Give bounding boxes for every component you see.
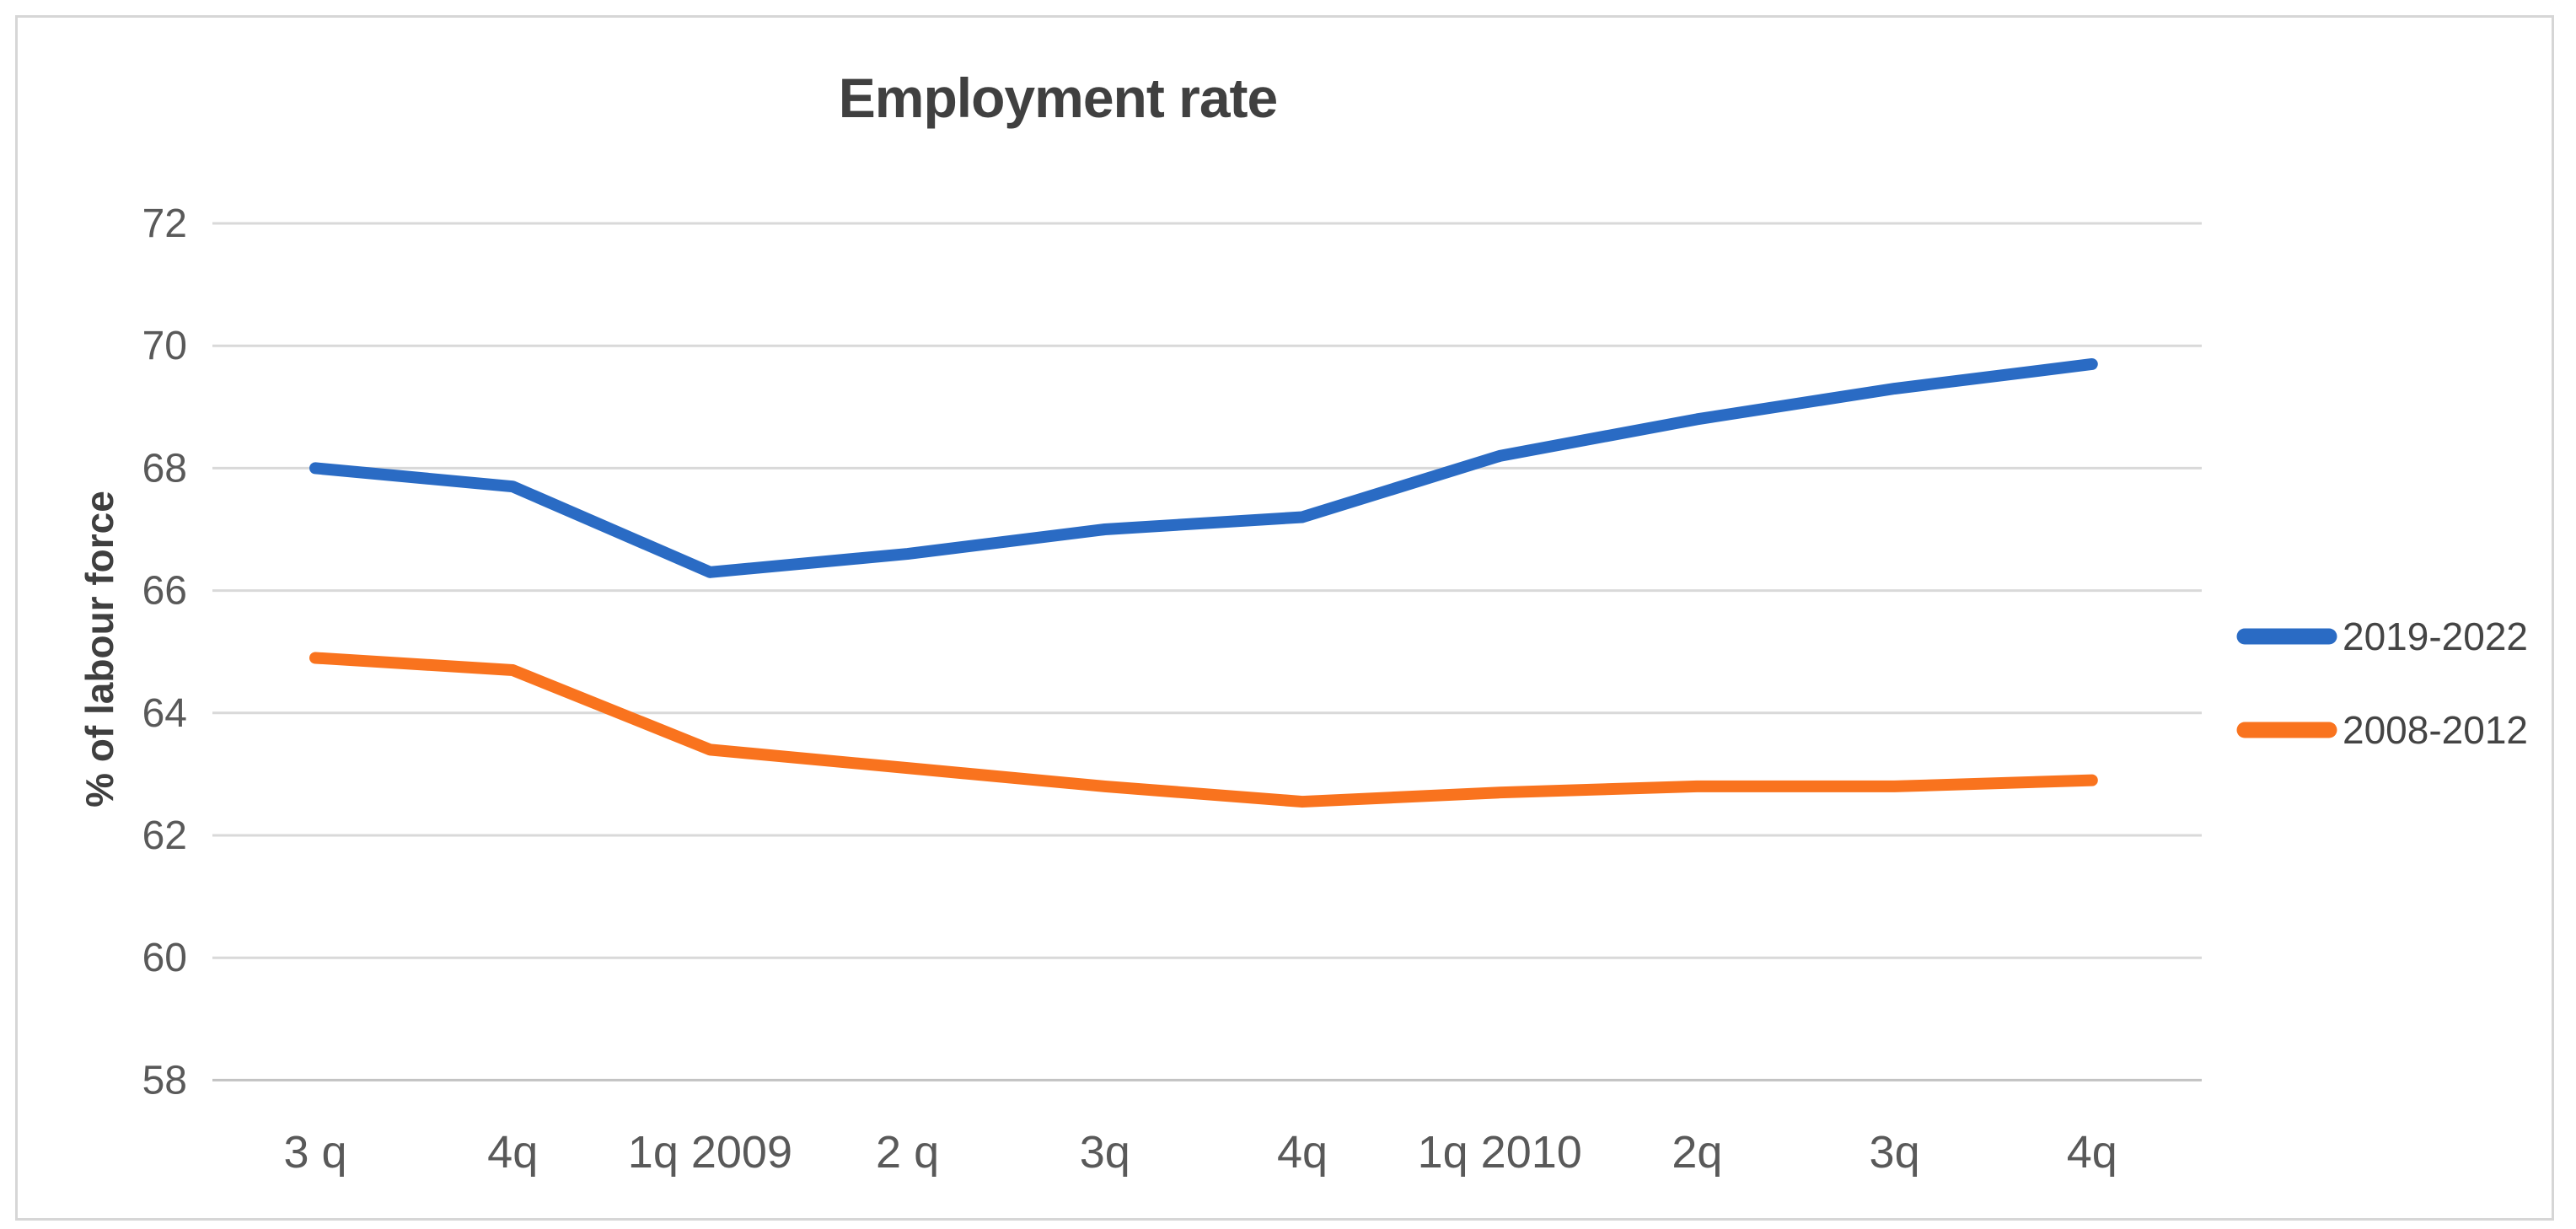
x-tick-label: 4q [2067, 1127, 2117, 1178]
x-tick-label: 2 q [876, 1127, 939, 1178]
x-tick-label: 3 q [283, 1127, 346, 1178]
x-tick-label: 2q [1672, 1127, 1722, 1178]
y-tick-label: 64 [142, 691, 187, 736]
chart-title: Employment rate [838, 67, 1278, 129]
y-tick-label: 58 [142, 1058, 187, 1103]
series-line-2019-2022 [309, 357, 2098, 578]
y-tick-label: 68 [142, 446, 187, 491]
x-tick-label: 3q [1080, 1127, 1130, 1178]
x-tick-label: 3q [1870, 1127, 1920, 1178]
x-tick-label: 4q [1277, 1127, 1328, 1178]
y-tick-label: 70 [142, 324, 187, 368]
legend-label: 2008-2012 [2343, 708, 2528, 752]
x-tick-label: 1q 2010 [1418, 1127, 1582, 1178]
y-tick-label: 62 [142, 813, 187, 858]
y-tick-label: 66 [142, 569, 187, 614]
x-tick-label: 4q [487, 1127, 538, 1178]
series-line-2008-2012 [309, 652, 2098, 808]
image-border-frame [15, 15, 2554, 1221]
y-tick-label: 60 [142, 936, 187, 980]
y-tick-label: 72 [142, 201, 187, 246]
legend-label: 2019-2022 [2343, 614, 2528, 658]
x-tick-label: 1q 2009 [628, 1127, 792, 1178]
